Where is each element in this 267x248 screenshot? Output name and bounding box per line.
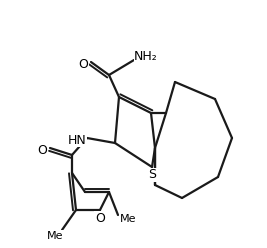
Text: HN: HN xyxy=(68,133,87,147)
Text: Me: Me xyxy=(120,214,136,224)
Text: Me: Me xyxy=(47,231,63,241)
Text: Me: Me xyxy=(47,231,63,241)
Text: O: O xyxy=(78,58,88,70)
Text: HN: HN xyxy=(68,133,87,147)
Text: S: S xyxy=(148,168,156,182)
Text: NH₂: NH₂ xyxy=(134,51,158,63)
Text: O: O xyxy=(78,58,88,70)
Text: Me: Me xyxy=(120,214,136,224)
Text: S: S xyxy=(148,168,156,182)
Text: O: O xyxy=(95,212,105,224)
Text: O: O xyxy=(95,212,105,224)
Text: O: O xyxy=(37,144,47,156)
Text: NH₂: NH₂ xyxy=(134,51,158,63)
Text: O: O xyxy=(37,144,47,156)
